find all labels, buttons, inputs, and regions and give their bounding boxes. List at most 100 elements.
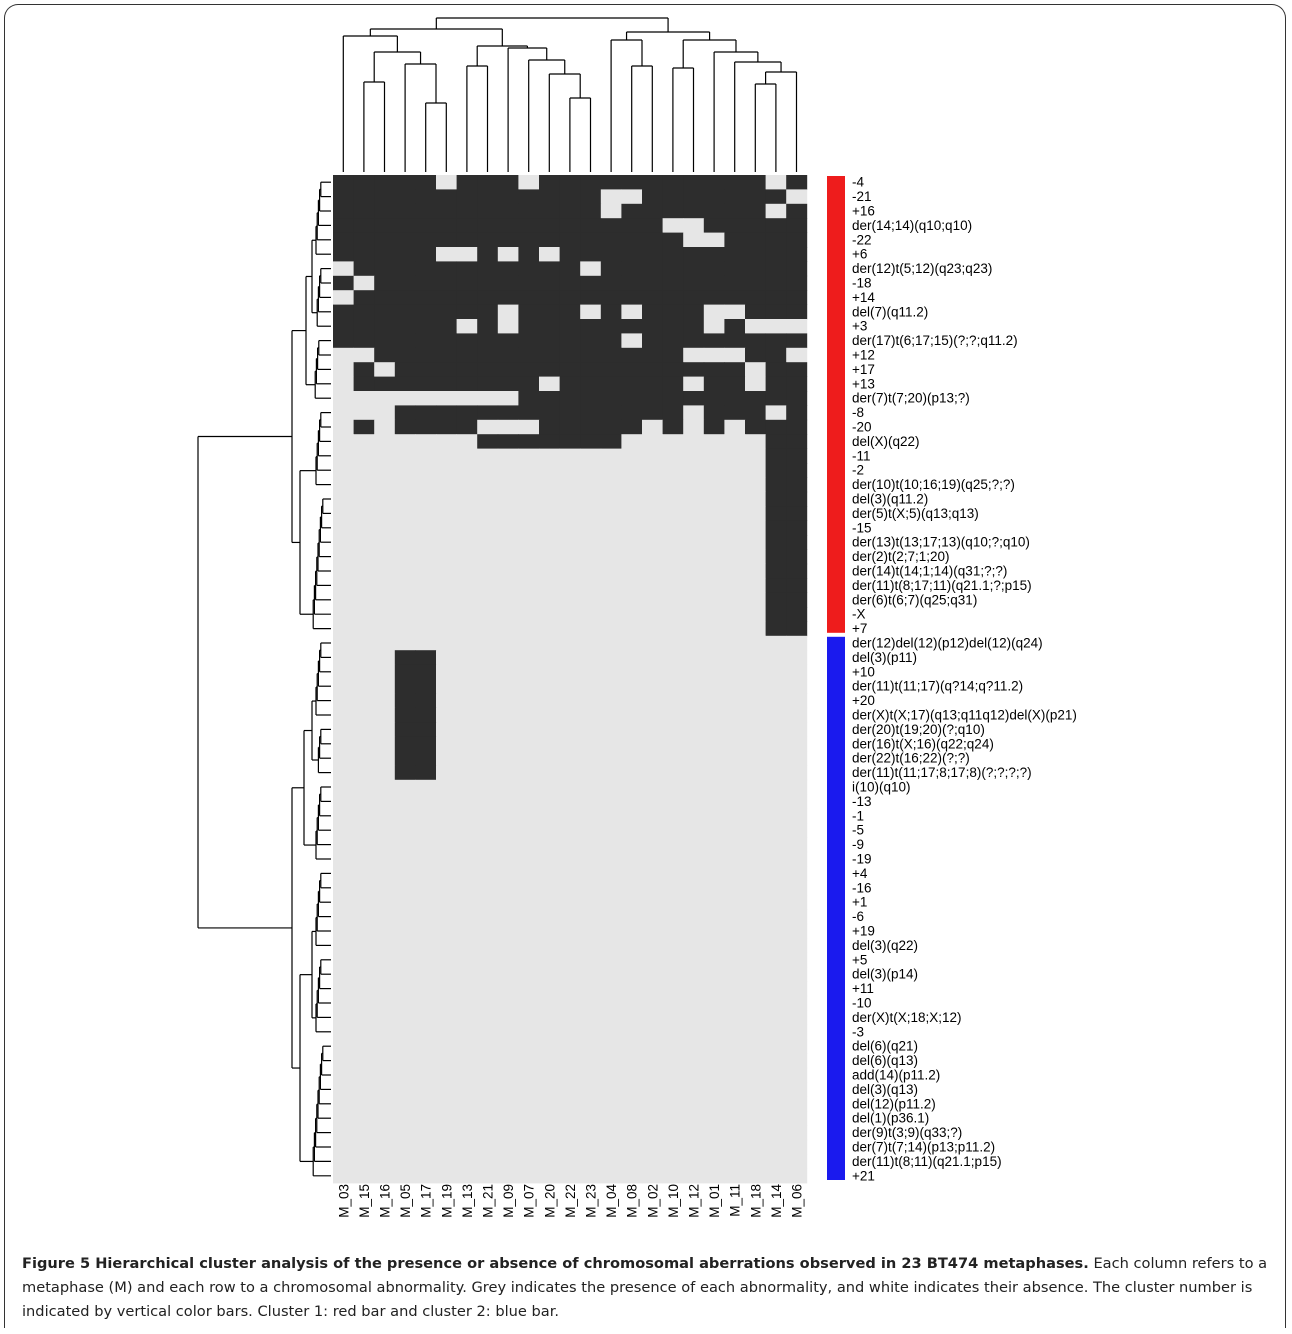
heatmap-cell — [394, 290, 416, 305]
heatmap-cell — [703, 319, 725, 334]
heatmap-cell — [600, 866, 622, 881]
heatmap-cell — [621, 376, 643, 392]
heatmap-cell — [745, 304, 766, 320]
heatmap-cell — [642, 189, 663, 205]
heatmap-cell — [621, 203, 643, 219]
heatmap-cell — [415, 1168, 437, 1184]
heatmap-cell — [333, 923, 354, 939]
heatmap-cell — [333, 765, 354, 781]
heatmap-cell — [436, 419, 457, 435]
heatmap-cell — [765, 333, 787, 349]
heatmap-cell — [333, 1154, 354, 1169]
heatmap-cell — [436, 1053, 457, 1069]
heatmap-cell — [600, 218, 622, 233]
heatmap-cells — [333, 175, 808, 1184]
heatmap-cell — [786, 290, 808, 305]
heatmap-cell — [333, 1053, 354, 1069]
heatmap-cell — [477, 1082, 499, 1097]
heatmap-cell — [642, 736, 663, 752]
heatmap-cell — [724, 491, 746, 507]
heatmap-cell — [333, 1067, 354, 1083]
heatmap-cell — [333, 779, 354, 795]
heatmap-cell — [786, 189, 808, 205]
heatmap-cell — [394, 981, 416, 997]
heatmap-cell — [333, 1168, 354, 1184]
heatmap-cell — [642, 607, 663, 622]
row-labels: -4-21+16der(14;14)(q10;q10)-22+6der(12)t… — [852, 175, 1077, 1184]
heatmap-cell — [662, 808, 684, 824]
heatmap-cell — [518, 304, 540, 320]
heatmap-cell — [477, 722, 499, 737]
heatmap-cell — [353, 995, 375, 1011]
heatmap-cell — [559, 895, 581, 910]
row-label: del(6)(q21) — [852, 1039, 918, 1054]
heatmap-cell — [765, 1010, 787, 1025]
heatmap-cell — [477, 765, 499, 781]
heatmap-cell — [333, 391, 354, 406]
heatmap-cell — [415, 491, 437, 507]
row-label: der(12)del(12)(p12)del(12)(q24) — [852, 636, 1043, 651]
heatmap-cell — [394, 1154, 416, 1169]
heatmap-cell — [374, 679, 396, 694]
heatmap-cell — [456, 535, 478, 550]
heatmap-cell — [662, 607, 684, 622]
heatmap-cell — [662, 434, 684, 449]
heatmap-cell — [353, 1111, 375, 1126]
heatmap-cell — [786, 1010, 808, 1025]
heatmap-cell — [642, 967, 663, 982]
heatmap-cell — [415, 664, 437, 680]
heatmap-cell — [600, 923, 622, 939]
heatmap-cell — [353, 477, 375, 493]
heatmap-cell — [415, 1154, 437, 1169]
heatmap-cell — [786, 794, 808, 809]
heatmap-cell — [497, 1024, 519, 1040]
heatmap-cell — [765, 736, 787, 752]
heatmap-cell — [477, 520, 499, 536]
heatmap-cell — [497, 261, 519, 277]
column-label: M_18 — [748, 1184, 763, 1218]
heatmap-cell — [786, 1168, 808, 1184]
heatmap-cell — [765, 563, 787, 579]
heatmap-cell — [333, 319, 354, 334]
heatmap-cell — [786, 333, 808, 349]
heatmap-cell — [456, 491, 478, 507]
heatmap-cell — [786, 837, 808, 853]
heatmap-cell — [621, 679, 643, 694]
heatmap-cell — [724, 751, 746, 766]
row-label: -8 — [852, 405, 864, 420]
heatmap-cell — [559, 995, 581, 1011]
heatmap-cell — [374, 175, 396, 190]
heatmap-cell — [642, 952, 663, 968]
heatmap-cell — [765, 463, 787, 478]
heatmap-cell — [765, 304, 787, 320]
heatmap-cell — [724, 520, 746, 536]
heatmap-cell — [559, 319, 581, 334]
heatmap-cell — [518, 419, 540, 435]
heatmap-cell — [580, 290, 602, 305]
heatmap-cell — [333, 679, 354, 694]
heatmap-cell — [436, 434, 457, 449]
heatmap-cell — [456, 707, 478, 723]
heatmap-cell — [456, 520, 478, 536]
heatmap-cell — [724, 506, 746, 521]
heatmap-cell — [600, 1053, 622, 1069]
heatmap-cell — [436, 247, 457, 262]
heatmap-cell — [600, 707, 622, 723]
heatmap-cell — [333, 549, 354, 565]
heatmap-cell — [374, 866, 396, 881]
heatmap-cell — [662, 981, 684, 997]
heatmap-cell — [724, 218, 746, 233]
heatmap-cell — [477, 549, 499, 565]
heatmap-cell — [703, 1010, 725, 1025]
heatmap-cell — [394, 434, 416, 449]
heatmap-cell — [497, 290, 519, 305]
heatmap-cell — [374, 909, 396, 925]
heatmap-cell — [765, 607, 787, 622]
heatmap-cell — [353, 823, 375, 838]
heatmap-cell — [518, 981, 540, 997]
column-label: M_01 — [707, 1184, 722, 1218]
heatmap-cell — [374, 275, 396, 291]
column-label: M_04 — [604, 1184, 619, 1218]
heatmap-cell — [621, 880, 643, 896]
heatmap-cell — [580, 621, 602, 637]
